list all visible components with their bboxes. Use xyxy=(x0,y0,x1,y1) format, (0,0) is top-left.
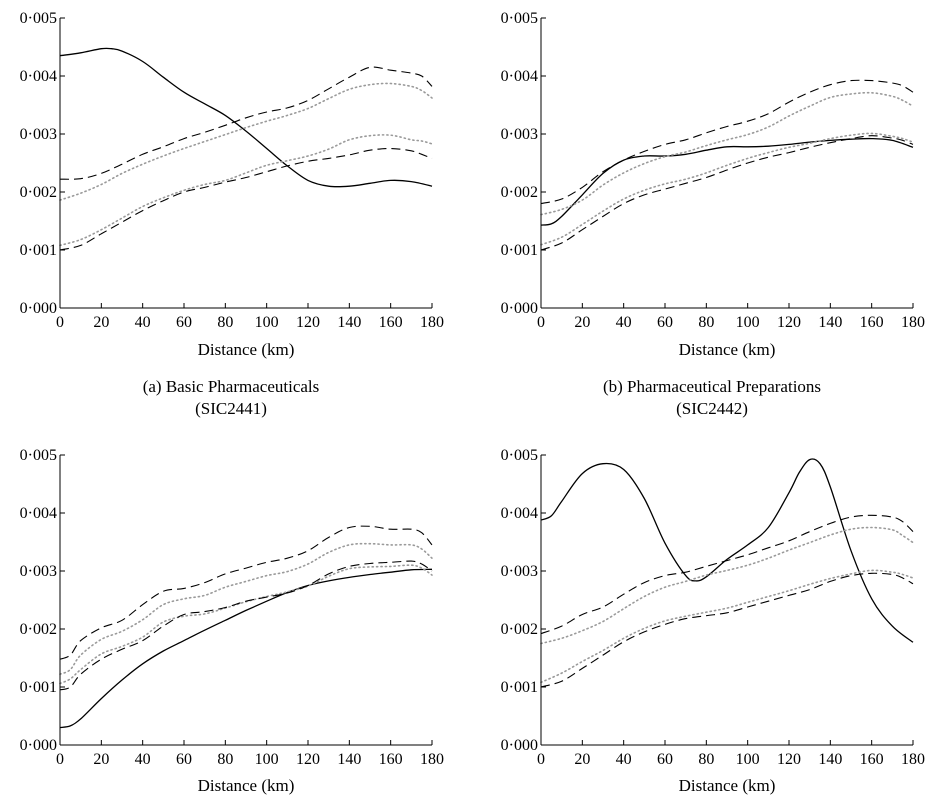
x-tick-label: 140 xyxy=(337,314,361,331)
x-tick-label: 40 xyxy=(135,314,151,331)
x-tick-label: 120 xyxy=(777,751,801,768)
x-tick-label: 120 xyxy=(777,314,801,331)
y-tick-label: 0·005 xyxy=(20,447,57,464)
y-tick-label: 0·005 xyxy=(20,10,57,27)
x-tick-label: 60 xyxy=(657,751,673,768)
series-line-dashed xyxy=(540,572,914,688)
y-tick-label: 0·001 xyxy=(501,679,538,696)
y-tick-label: 0·002 xyxy=(501,621,538,638)
x-tick-label: 40 xyxy=(616,314,632,331)
panel-caption-title: (b) Pharmaceutical Preparations xyxy=(603,377,821,396)
x-tick-label: 20 xyxy=(93,314,109,331)
y-tick-label: 0·002 xyxy=(501,184,538,201)
x-axis-label: Distance (km) xyxy=(198,340,295,359)
y-tick-label: 0·001 xyxy=(20,679,57,696)
panel-caption-title: (a) Basic Pharmaceuticals xyxy=(143,377,320,396)
y-tick-label: 0·002 xyxy=(20,621,57,638)
x-tick-label: 80 xyxy=(217,751,233,768)
x-tick-label: 100 xyxy=(255,751,279,768)
x-tick-label: 180 xyxy=(901,314,925,331)
series-line-solid xyxy=(59,47,433,188)
x-tick-label: 20 xyxy=(574,314,590,331)
x-tick-label: 40 xyxy=(135,751,151,768)
x-tick-label: 100 xyxy=(736,314,760,331)
series-line-dotted xyxy=(59,134,433,247)
panel-caption-code: (SIC2441) xyxy=(195,399,267,418)
y-tick-label: 0·000 xyxy=(20,737,57,754)
series-line-dashed xyxy=(59,147,433,251)
series-line-dotted xyxy=(540,569,914,684)
series-line-dotted xyxy=(59,82,433,201)
series-line-dashed xyxy=(59,66,433,180)
x-tick-label: 60 xyxy=(176,751,192,768)
series-line-solid xyxy=(540,137,914,226)
y-tick-label: 0·001 xyxy=(501,242,538,259)
y-tick-label: 0·002 xyxy=(20,184,57,201)
x-tick-label: 80 xyxy=(698,751,714,768)
series-line-solid xyxy=(540,458,914,643)
series-line-dotted xyxy=(540,526,914,645)
x-tick-label: 0 xyxy=(56,314,64,331)
series-line-dotted xyxy=(59,564,433,685)
x-tick-label: 160 xyxy=(860,751,884,768)
x-tick-label: 180 xyxy=(420,751,444,768)
y-tick-label: 0·003 xyxy=(20,563,57,580)
x-tick-label: 140 xyxy=(818,751,842,768)
x-tick-label: 20 xyxy=(574,751,590,768)
x-tick-label: 40 xyxy=(616,751,632,768)
x-tick-label: 0 xyxy=(537,751,545,768)
x-tick-label: 120 xyxy=(296,314,320,331)
panel-d: 0·000 0·001 0·002 0·003 0·004 0·005 0 20 40 60 80 1… xyxy=(501,447,925,795)
series-line-dashed xyxy=(540,514,914,635)
x-tick-label: 80 xyxy=(698,314,714,331)
x-tick-label: 100 xyxy=(736,751,760,768)
y-tick-label: 0·004 xyxy=(20,505,57,522)
x-tick-label: 160 xyxy=(379,314,403,331)
y-tick-label: 0·005 xyxy=(501,447,538,464)
series-line-dashed xyxy=(59,525,433,660)
x-tick-label: 20 xyxy=(93,751,109,768)
y-tick-label: 0·003 xyxy=(501,126,538,143)
panel-c: 0·000 0·001 0·002 0·003 0·004 0·005 0 20 40 60 80 1… xyxy=(20,447,444,795)
x-tick-label: 0 xyxy=(56,751,64,768)
x-tick-label: 140 xyxy=(337,751,361,768)
x-axis-label: Distance (km) xyxy=(679,340,776,359)
panel-a: 0·000 0·001 0·002 0·003 0·004 0·005 0 20 40 60 80 1… xyxy=(20,10,444,418)
x-tick-label: 160 xyxy=(379,751,403,768)
y-tick-label: 0·003 xyxy=(20,126,57,143)
y-tick-label: 0·000 xyxy=(501,737,538,754)
y-tick-label: 0·005 xyxy=(501,10,538,27)
series-line-dotted xyxy=(59,542,433,675)
x-tick-label: 120 xyxy=(296,751,320,768)
x-axis-label: Distance (km) xyxy=(198,776,295,795)
panel-caption-code: (SIC2442) xyxy=(676,399,748,418)
y-tick-label: 0·004 xyxy=(501,505,538,522)
x-tick-label: 0 xyxy=(537,314,545,331)
series-line-dotted xyxy=(540,91,914,216)
x-tick-label: 100 xyxy=(255,314,279,331)
panel-b: 0·000 0·001 0·002 0·003 0·004 0·005 0 20 40 60 80 1… xyxy=(501,10,925,418)
x-tick-label: 180 xyxy=(420,314,444,331)
x-tick-label: 140 xyxy=(818,314,842,331)
x-tick-label: 180 xyxy=(901,751,925,768)
y-tick-label: 0·004 xyxy=(20,68,57,85)
y-tick-label: 0·000 xyxy=(501,300,538,317)
y-tick-label: 0·000 xyxy=(20,300,57,317)
series-line-dashed xyxy=(59,560,433,691)
x-tick-label: 160 xyxy=(860,314,884,331)
x-tick-label: 80 xyxy=(217,314,233,331)
y-tick-label: 0·001 xyxy=(20,242,57,259)
y-tick-label: 0·004 xyxy=(501,68,538,85)
series-line-dashed xyxy=(540,135,914,251)
x-tick-label: 60 xyxy=(176,314,192,331)
y-tick-label: 0·003 xyxy=(501,563,538,580)
x-axis-label: Distance (km) xyxy=(679,776,776,795)
x-tick-label: 60 xyxy=(657,314,673,331)
series-line-dashed xyxy=(540,79,914,205)
series-line-solid xyxy=(59,568,433,729)
